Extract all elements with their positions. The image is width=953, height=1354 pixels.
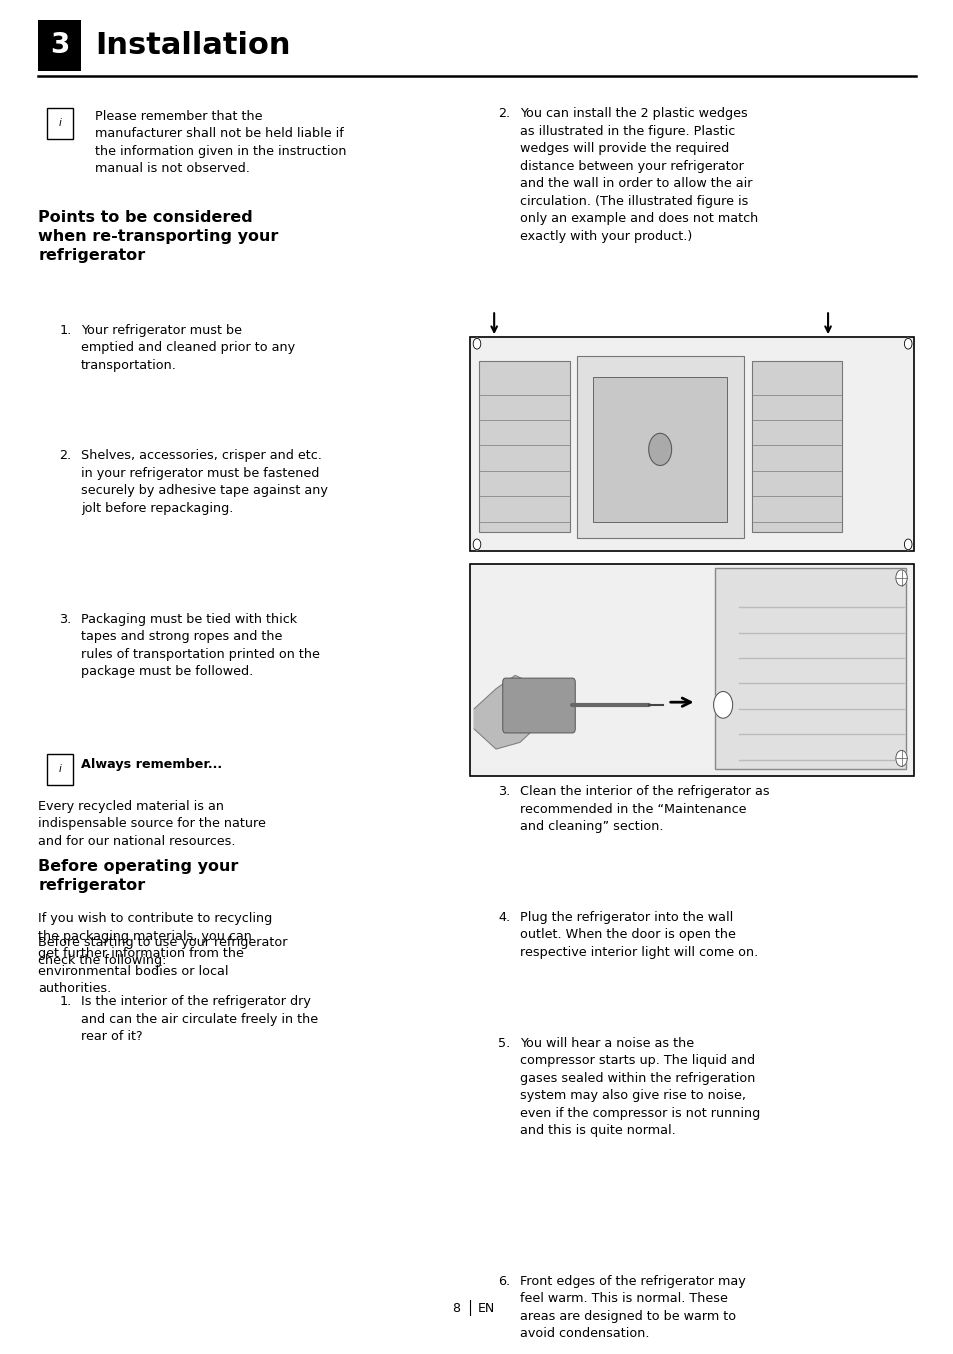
Text: You can install the 2 plastic wedges
as illustrated in the figure. Plastic
wedge: You can install the 2 plastic wedges as …: [519, 107, 758, 242]
FancyBboxPatch shape: [470, 337, 913, 551]
Text: Points to be considered
when re-transporting your
refrigerator: Points to be considered when re-transpor…: [38, 210, 278, 264]
FancyBboxPatch shape: [470, 565, 913, 776]
Text: 3.: 3.: [497, 785, 510, 798]
FancyBboxPatch shape: [47, 754, 73, 785]
Text: If you wish to contribute to recycling
the packaging materials, you can
get furt: If you wish to contribute to recycling t…: [38, 913, 273, 995]
Circle shape: [895, 570, 906, 586]
Text: i: i: [58, 118, 62, 129]
Text: Is the interior of the refrigerator dry
and can the air circulate freely in the
: Is the interior of the refrigerator dry …: [81, 995, 318, 1043]
FancyBboxPatch shape: [47, 108, 73, 139]
Text: Before starting to use your refrigerator
check the following:: Before starting to use your refrigerator…: [38, 936, 288, 967]
Circle shape: [903, 338, 911, 349]
Text: Packaging must be tied with thick
tapes and strong ropes and the
rules of transp: Packaging must be tied with thick tapes …: [81, 612, 319, 678]
Text: Plug the refrigerator into the wall
outlet. When the door is open the
respective: Plug the refrigerator into the wall outl…: [519, 911, 758, 959]
Circle shape: [473, 539, 480, 550]
Text: Please remember that the
manufacturer shall not be held liable if
the informatio: Please remember that the manufacturer sh…: [95, 110, 347, 175]
FancyBboxPatch shape: [751, 362, 841, 532]
Text: EN: EN: [477, 1301, 495, 1315]
Text: Shelves, accessories, crisper and etc.
in your refrigerator must be fastened
sec: Shelves, accessories, crisper and etc. i…: [81, 450, 328, 515]
FancyBboxPatch shape: [502, 678, 575, 733]
Text: Clean the interior of the refrigerator as
recommended in the “Maintenance
and cl: Clean the interior of the refrigerator a…: [519, 785, 769, 833]
Text: 1.: 1.: [59, 995, 71, 1009]
Text: 4.: 4.: [497, 911, 510, 923]
FancyBboxPatch shape: [478, 362, 569, 532]
Circle shape: [713, 692, 732, 718]
FancyBboxPatch shape: [38, 20, 81, 70]
Text: 1.: 1.: [59, 324, 71, 337]
Text: 3: 3: [51, 31, 70, 60]
Circle shape: [648, 433, 671, 466]
Text: Every recycled material is an
indispensable source for the nature
and for our na: Every recycled material is an indispensa…: [38, 800, 266, 848]
Text: Always remember...: Always remember...: [81, 758, 222, 772]
Circle shape: [895, 750, 906, 766]
Text: Before operating your
refrigerator: Before operating your refrigerator: [38, 858, 238, 892]
Text: 2.: 2.: [497, 107, 510, 121]
Text: 6.: 6.: [497, 1274, 510, 1288]
Text: 5.: 5.: [497, 1037, 510, 1049]
Polygon shape: [474, 676, 538, 749]
Text: i: i: [58, 764, 62, 774]
FancyBboxPatch shape: [593, 378, 726, 521]
Text: You will hear a noise as the
compressor starts up. The liquid and
gases sealed w: You will hear a noise as the compressor …: [519, 1037, 760, 1137]
FancyBboxPatch shape: [577, 356, 743, 538]
Text: Front edges of the refrigerator may
feel warm. This is normal. These
areas are d: Front edges of the refrigerator may feel…: [519, 1274, 745, 1340]
Text: 8: 8: [452, 1301, 459, 1315]
Circle shape: [473, 338, 480, 349]
Text: 3.: 3.: [59, 612, 71, 626]
FancyBboxPatch shape: [715, 569, 905, 769]
Text: 2.: 2.: [59, 450, 71, 463]
Text: Your refrigerator must be
emptied and cleaned prior to any
transportation.: Your refrigerator must be emptied and cl…: [81, 324, 294, 372]
Text: Installation: Installation: [95, 31, 291, 60]
Circle shape: [903, 539, 911, 550]
